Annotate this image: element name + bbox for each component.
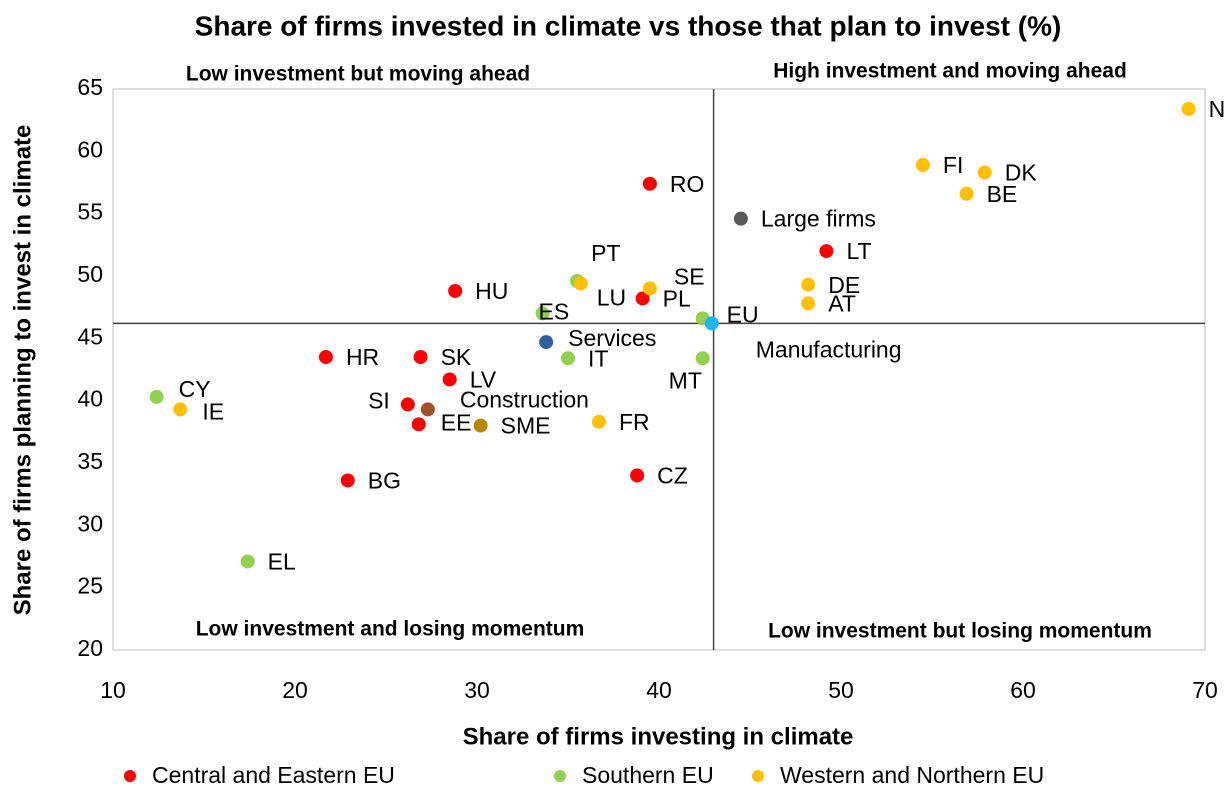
point-label: RO bbox=[670, 171, 705, 197]
point-label: EU bbox=[727, 301, 759, 327]
x-axis-title: Share of firms investing in climate bbox=[463, 723, 854, 750]
legend-marker bbox=[554, 770, 566, 782]
y-tick-label: 45 bbox=[77, 323, 103, 349]
y-tick-label: 55 bbox=[77, 199, 103, 225]
point bbox=[915, 158, 930, 173]
point-label: FR bbox=[619, 409, 650, 435]
highlight-label: Construction bbox=[460, 386, 589, 412]
highlight-label: SME bbox=[501, 413, 551, 439]
point bbox=[535, 306, 550, 321]
point bbox=[400, 397, 415, 412]
point-label: LU bbox=[597, 285, 626, 311]
point bbox=[695, 351, 710, 366]
plot-area bbox=[112, 88, 1206, 651]
point bbox=[240, 554, 255, 569]
quadrant-label: High investment and moving ahead bbox=[773, 60, 1127, 83]
point-label: HU bbox=[475, 278, 508, 304]
point bbox=[801, 277, 816, 292]
x-tick-label: 30 bbox=[464, 677, 490, 703]
point-label: LV bbox=[470, 367, 497, 393]
legend-marker bbox=[124, 770, 136, 782]
x-tick-label: 60 bbox=[1010, 677, 1036, 703]
y-tick-label: 35 bbox=[77, 448, 103, 474]
point bbox=[591, 414, 606, 429]
point-label: CY bbox=[179, 376, 211, 402]
point bbox=[442, 372, 457, 387]
point bbox=[977, 165, 992, 180]
point-label: EE bbox=[441, 409, 472, 435]
y-axis-title: Share of firms planning to invest in cli… bbox=[9, 125, 36, 616]
highlight-point bbox=[704, 316, 719, 331]
point bbox=[149, 389, 164, 404]
point bbox=[801, 296, 816, 311]
point-label: IT bbox=[588, 345, 608, 371]
point bbox=[819, 244, 834, 259]
point-label: SI bbox=[368, 387, 390, 413]
highlight-point bbox=[420, 402, 435, 417]
point-label: N… bbox=[1209, 96, 1224, 122]
quadrant-label: Low investment but moving ahead bbox=[186, 63, 530, 86]
x-tick-label: 20 bbox=[282, 677, 308, 703]
x-tick-label: 50 bbox=[828, 677, 854, 703]
quadrant-label: Low investment but losing momentum bbox=[768, 620, 1152, 643]
legend-label: Central and Eastern EU bbox=[152, 762, 395, 788]
point-label: LT bbox=[846, 238, 871, 264]
point bbox=[448, 283, 463, 298]
y-tick-label: 40 bbox=[77, 386, 103, 412]
x-tick-label: 10 bbox=[100, 677, 126, 703]
highlight-point bbox=[733, 211, 748, 226]
point-label: CZ bbox=[657, 463, 688, 489]
highlight-label: Large firms bbox=[761, 206, 876, 232]
legend-label: Southern EU bbox=[582, 762, 714, 788]
legend-label: Western and Northern EU bbox=[780, 762, 1044, 788]
point bbox=[642, 176, 657, 191]
highlight-point bbox=[473, 418, 488, 433]
y-tick-label: 50 bbox=[77, 261, 103, 287]
point-label: DK bbox=[1005, 160, 1038, 186]
point-label: ES bbox=[539, 298, 570, 324]
x-tick-label: 40 bbox=[646, 677, 672, 703]
point-label: PL bbox=[663, 286, 691, 312]
point-label: MT bbox=[669, 367, 702, 393]
point-label: AT bbox=[828, 291, 856, 317]
y-tick-label: 30 bbox=[77, 510, 103, 536]
x-tick-label: 70 bbox=[1192, 677, 1218, 703]
point bbox=[959, 186, 974, 201]
y-tick-label: 60 bbox=[77, 136, 103, 162]
point-label: IE bbox=[202, 398, 224, 424]
point bbox=[318, 350, 333, 365]
y-tick-label: 20 bbox=[77, 635, 103, 661]
point-label: PT bbox=[591, 240, 620, 266]
legend-marker bbox=[752, 770, 764, 782]
point bbox=[573, 276, 588, 291]
quadrant-label: Low investment and losing momentum bbox=[196, 618, 585, 641]
point bbox=[561, 351, 575, 366]
point bbox=[411, 417, 426, 432]
point-label: DE bbox=[828, 272, 860, 298]
point-label: HR bbox=[346, 344, 379, 370]
point bbox=[630, 468, 645, 483]
y-tick-label: 65 bbox=[77, 74, 103, 100]
highlight-label: Manufacturing bbox=[756, 336, 902, 362]
point-label: BE bbox=[987, 181, 1018, 207]
point-label: EL bbox=[268, 549, 296, 575]
point-label: FI bbox=[943, 152, 963, 178]
point-label: BG bbox=[368, 468, 401, 494]
point bbox=[413, 350, 428, 365]
y-tick-label: 25 bbox=[77, 573, 103, 599]
point bbox=[642, 281, 657, 296]
point bbox=[340, 473, 355, 488]
highlight-point bbox=[539, 335, 554, 350]
point bbox=[173, 402, 188, 417]
point-label: SK bbox=[441, 344, 472, 370]
chart-title: Share of firms invested in climate vs th… bbox=[195, 10, 1062, 41]
highlight-label: Services bbox=[568, 325, 656, 351]
point-label: SE bbox=[674, 264, 705, 290]
point bbox=[1181, 101, 1196, 116]
point bbox=[635, 291, 650, 306]
